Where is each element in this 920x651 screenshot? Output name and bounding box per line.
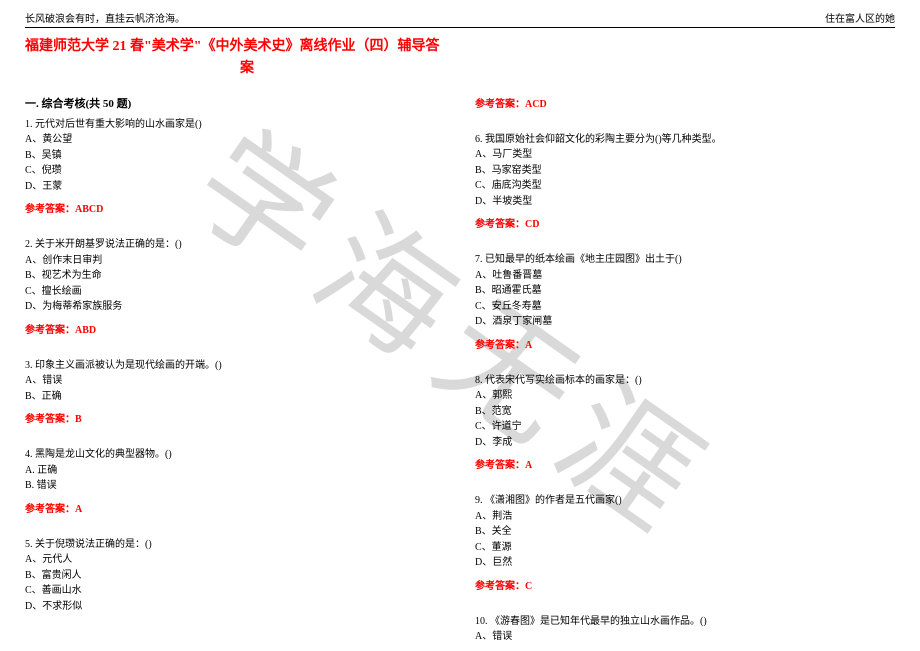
q2-stem: 2. 关于米开朗基罗说法正确的是：() bbox=[25, 239, 182, 250]
q3-opt-a: A、错误 bbox=[25, 373, 445, 389]
q8-opt-d: D、李成 bbox=[475, 435, 895, 451]
q7-answer: 参考答案：A bbox=[475, 336, 895, 351]
q7-opt-c: C、安丘冬寿墓 bbox=[475, 299, 895, 315]
q6-stem: 6. 我国原始社会仰韶文化的彩陶主要分为()等几种类型。 bbox=[475, 134, 722, 145]
q10-stem: 10. 《游春图》是已知年代最早的独立山水画作品。() bbox=[475, 616, 707, 627]
section-heading: 一. 综合考核(共 50 题) bbox=[25, 95, 445, 111]
question-1: 1. 元代对后世有重大影响的山水画家是() A、黄公望 B、吴镇 C、倪瓒 D、… bbox=[25, 117, 445, 195]
header-left: 长风破浪会有时，直挂云帆济沧海。 bbox=[25, 10, 185, 25]
q9-opt-d: D、巨然 bbox=[475, 555, 895, 571]
q8-opt-c: C、许道宁 bbox=[475, 419, 895, 435]
header-right: 住在富人区的她 bbox=[825, 10, 895, 25]
page-container: 长风破浪会有时，直挂云帆济沧海。 住在富人区的她 福建师范大学 21 春"美术学… bbox=[0, 0, 920, 651]
q9-opt-b: B、关全 bbox=[475, 524, 895, 540]
q8-opt-a: A、郭熙 bbox=[475, 388, 895, 404]
q8-opt-b: B、范宽 bbox=[475, 404, 895, 420]
q7-opt-d: D、酒泉丁家闸墓 bbox=[475, 314, 895, 330]
q6-opt-c: C、庙底沟类型 bbox=[475, 178, 895, 194]
q9-opt-a: A、荆浩 bbox=[475, 509, 895, 525]
q8-answer: 参考答案：A bbox=[475, 456, 895, 471]
q8-stem: 8. 代表宋代写实绘画标本的画家是：() bbox=[475, 375, 642, 386]
question-5: 5. 关于倪瓒说法正确的是：() A、元代人 B、富贵闲人 C、善画山水 D、不… bbox=[25, 537, 445, 615]
content-columns: 一. 综合考核(共 50 题) 1. 元代对后世有重大影响的山水画家是() A、… bbox=[25, 95, 895, 651]
question-10: 10. 《游春图》是已知年代最早的独立山水画作品。() A、错误 bbox=[475, 614, 895, 645]
q6-answer: 参考答案：CD bbox=[475, 215, 895, 230]
q1-opt-d: D、王蒙 bbox=[25, 179, 445, 195]
question-4: 4. 黑陶是龙山文化的典型器物。() A. 正确 B. 错误 bbox=[25, 447, 445, 494]
q7-opt-b: B、昭通霍氏墓 bbox=[475, 283, 895, 299]
question-8: 8. 代表宋代写实绘画标本的画家是：() A、郭熙 B、范宽 C、许道宁 D、李… bbox=[475, 373, 895, 451]
q1-opt-c: C、倪瓒 bbox=[25, 163, 445, 179]
q2-opt-a: A、创作末日审判 bbox=[25, 253, 445, 269]
q4-opt-a: A. 正确 bbox=[25, 463, 445, 479]
q9-opt-c: C、董源 bbox=[475, 540, 895, 556]
title-line-1: 福建师范大学 21 春"美术学"《中外美术史》离线作业（四）辅导答 bbox=[25, 36, 505, 58]
q2-opt-b: B、视艺术为生命 bbox=[25, 268, 445, 284]
q5-opt-b: B、富贵闲人 bbox=[25, 568, 445, 584]
right-column: 参考答案：ACD 6. 我国原始社会仰韶文化的彩陶主要分为()等几种类型。 A、… bbox=[475, 95, 895, 651]
q5-opt-c: C、善画山水 bbox=[25, 583, 445, 599]
top-answer: 参考答案：ACD bbox=[475, 95, 895, 110]
q7-opt-a: A、吐鲁番晋墓 bbox=[475, 268, 895, 284]
question-7: 7. 已知最早的纸本绘画《地主庄园图》出土于() A、吐鲁番晋墓 B、昭通霍氏墓… bbox=[475, 252, 895, 330]
q1-opt-a: A、黄公望 bbox=[25, 132, 445, 148]
q4-answer: 参考答案：A bbox=[25, 500, 445, 515]
q9-stem: 9. 《潇湘图》的作者是五代画家() bbox=[475, 495, 622, 506]
title-line-2: 案 bbox=[25, 58, 505, 80]
q1-answer: 参考答案：ABCD bbox=[25, 200, 445, 215]
q2-opt-c: C、擅长绘画 bbox=[25, 284, 445, 300]
document-title: 福建师范大学 21 春"美术学"《中外美术史》离线作业（四）辅导答 案 bbox=[25, 36, 505, 81]
q2-answer: 参考答案：ABD bbox=[25, 321, 445, 336]
q1-opt-b: B、吴镇 bbox=[25, 148, 445, 164]
running-header: 长风破浪会有时，直挂云帆济沧海。 住在富人区的她 bbox=[25, 10, 895, 28]
q3-opt-b: B、正确 bbox=[25, 389, 445, 405]
question-9: 9. 《潇湘图》的作者是五代画家() A、荆浩 B、关全 C、董源 D、巨然 bbox=[475, 493, 895, 571]
q3-answer: 参考答案：B bbox=[25, 410, 445, 425]
left-column: 一. 综合考核(共 50 题) 1. 元代对后世有重大影响的山水画家是() A、… bbox=[25, 95, 445, 651]
q1-stem: 1. 元代对后世有重大影响的山水画家是() bbox=[25, 119, 202, 130]
question-3: 3. 印象主义画派被认为是现代绘画的开端。() A、错误 B、正确 bbox=[25, 358, 445, 405]
q7-stem: 7. 已知最早的纸本绘画《地主庄园图》出土于() bbox=[475, 254, 682, 265]
q6-opt-d: D、半坡类型 bbox=[475, 194, 895, 210]
q2-opt-d: D、为梅蒂希家族服务 bbox=[25, 299, 445, 315]
q9-answer: 参考答案：C bbox=[475, 577, 895, 592]
q6-opt-b: B、马家窑类型 bbox=[475, 163, 895, 179]
q4-stem: 4. 黑陶是龙山文化的典型器物。() bbox=[25, 449, 172, 460]
question-2: 2. 关于米开朗基罗说法正确的是：() A、创作末日审判 B、视艺术为生命 C、… bbox=[25, 237, 445, 315]
q10-opt-a: A、错误 bbox=[475, 629, 895, 645]
q5-opt-a: A、元代人 bbox=[25, 552, 445, 568]
q4-opt-b: B. 错误 bbox=[25, 478, 445, 494]
q5-stem: 5. 关于倪瓒说法正确的是：() bbox=[25, 539, 152, 550]
question-6: 6. 我国原始社会仰韶文化的彩陶主要分为()等几种类型。 A、马厂类型 B、马家… bbox=[475, 132, 895, 210]
q5-opt-d: D、不求形似 bbox=[25, 599, 445, 615]
q3-stem: 3. 印象主义画派被认为是现代绘画的开端。() bbox=[25, 360, 222, 371]
q6-opt-a: A、马厂类型 bbox=[475, 147, 895, 163]
